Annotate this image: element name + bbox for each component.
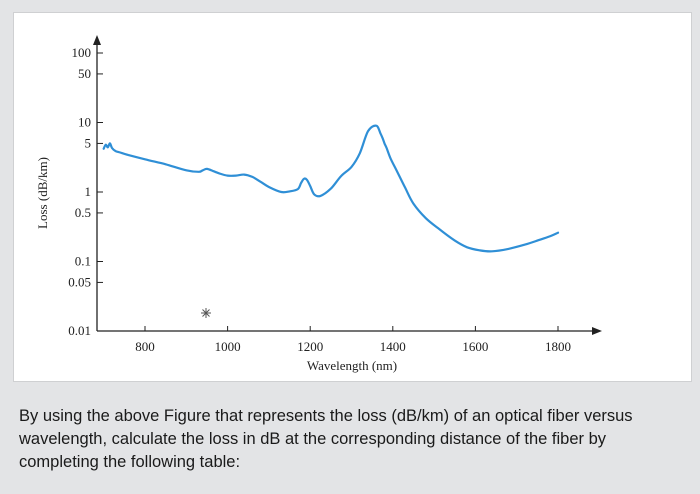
x-tick-label: 1400 — [380, 339, 406, 354]
y-tick-label: 100 — [72, 45, 92, 60]
y-axis-arrow — [93, 35, 101, 45]
y-tick-label: 0.05 — [68, 274, 91, 289]
y-tick-label: 50 — [78, 66, 91, 81]
x-tick-label: 1600 — [462, 339, 488, 354]
y-tick-label: 0.01 — [68, 323, 91, 338]
y-tick-label: 5 — [85, 135, 92, 150]
x-axis-arrow — [592, 327, 602, 335]
figure-panel: 100 50 10 5 1 0.5 0.1 0.05 0.01 800 1000 1200 1400 16… — [13, 12, 692, 382]
x-tick-label: 1800 — [545, 339, 571, 354]
x-axis-label: Wavelength (nm) — [307, 358, 397, 373]
y-tick-label: 10 — [78, 115, 91, 130]
x-tick-label: 1200 — [297, 339, 323, 354]
x-tick-label: 800 — [135, 339, 155, 354]
y-tick-label: 0.1 — [75, 254, 91, 269]
loss-wavelength-chart: 100 50 10 5 1 0.5 0.1 0.05 0.01 800 1000 1200 1400 16… — [35, 35, 602, 373]
y-tick-label: 1 — [85, 184, 92, 199]
cursor-icon — [201, 308, 211, 318]
question-caption: By using the above Figure that represent… — [19, 407, 633, 471]
loss-curve — [102, 124, 560, 253]
y-axis-label: Loss (dB/km) — [35, 157, 50, 229]
x-tick-label: 1000 — [215, 339, 241, 354]
y-tick-label: 0.5 — [75, 205, 91, 220]
